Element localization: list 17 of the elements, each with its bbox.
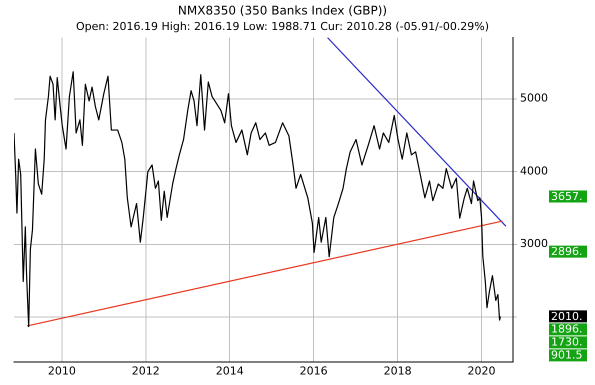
y-tick-label: 3000 <box>520 237 548 250</box>
y-tick-label: 4000 <box>520 164 548 178</box>
x-tick-label: 2018 <box>384 364 412 378</box>
chart-title: NMX8350 (350 Banks Index (GBP)) <box>178 3 388 18</box>
x-tick-label: 2010 <box>48 364 76 378</box>
text: 3657. <box>551 190 583 203</box>
x-tick-label: 2014 <box>216 364 244 378</box>
text: 1730. <box>551 336 583 349</box>
y-tick-label: 5000 <box>520 92 548 105</box>
text: 2896. <box>551 244 583 258</box>
x-tick-label: 2020 <box>468 364 496 378</box>
text: 2010. <box>551 310 583 323</box>
x-tick-label: 2016 <box>300 364 328 378</box>
text: 901.5 <box>551 348 583 362</box>
text: 1896. <box>551 322 583 336</box>
x-tick-label: 2012 <box>132 364 160 378</box>
chart-subtitle: Open: 2016.19 High: 2016.19 Low: 1988.71 Cur: 2010.28 (-05.91/-00.29%) <box>76 20 490 33</box>
